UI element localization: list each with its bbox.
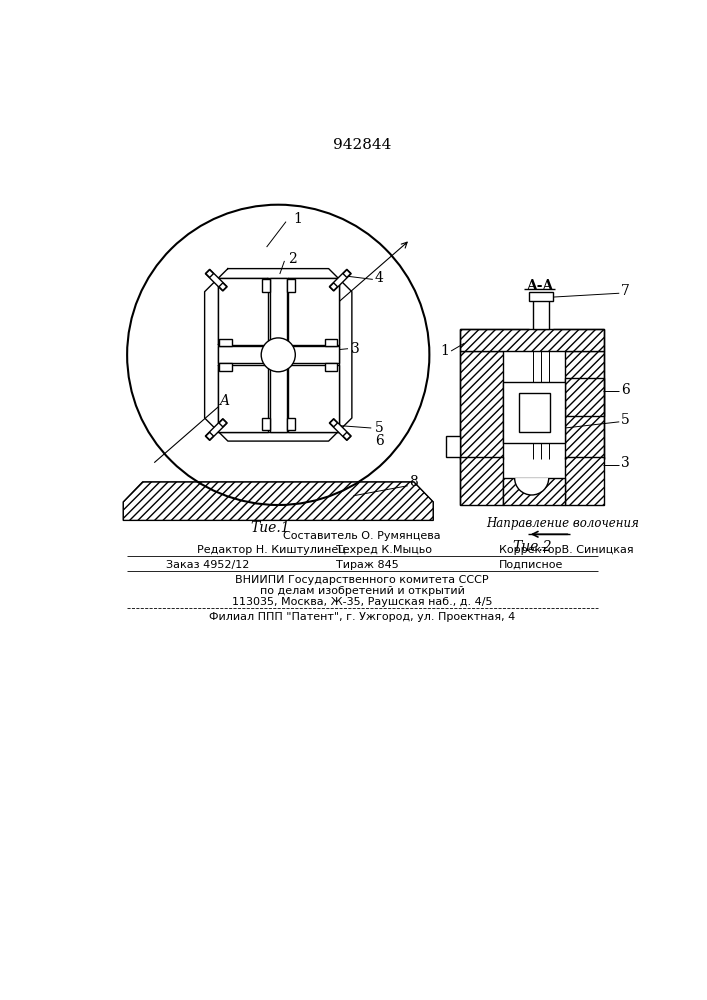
Text: Редактор Н. Киштулинец: Редактор Н. Киштулинец — [197, 545, 346, 555]
Polygon shape — [343, 432, 351, 440]
Bar — [503, 382, 565, 443]
Bar — [446, 436, 460, 457]
Text: A: A — [219, 394, 229, 408]
Text: Тираж 845: Тираж 845 — [337, 560, 399, 570]
Text: Заказ 4952/12: Заказ 4952/12 — [166, 560, 250, 570]
Bar — [518, 393, 549, 432]
Text: 8: 8 — [409, 475, 419, 489]
Text: 5: 5 — [375, 421, 383, 435]
Text: КорректорВ. Синицкая: КорректорВ. Синицкая — [499, 545, 633, 555]
Polygon shape — [329, 419, 351, 440]
Bar — [530, 292, 553, 301]
Text: 113035, Москва, Ж-35, Раушская наб., д. 4/5: 113035, Москва, Ж-35, Раушская наб., д. … — [232, 597, 492, 607]
Text: Τие.1: Τие.1 — [251, 521, 291, 535]
Bar — [565, 457, 604, 505]
Bar — [460, 351, 503, 459]
Bar — [565, 457, 604, 505]
Text: 3: 3 — [351, 342, 360, 356]
Polygon shape — [219, 419, 227, 427]
Bar — [262, 279, 270, 292]
Bar — [287, 279, 295, 292]
Bar — [218, 278, 268, 345]
Text: ВНИИПИ Государственного комитета СССР: ВНИИПИ Государственного комитета СССР — [235, 575, 489, 585]
Text: A-A: A-A — [526, 279, 553, 293]
Bar — [565, 378, 604, 416]
Bar — [460, 457, 503, 505]
Bar — [218, 278, 339, 432]
Text: по делам изобретений и открытий: по делам изобретений и открытий — [259, 586, 464, 596]
Wedge shape — [515, 478, 549, 495]
Bar — [565, 351, 604, 459]
Circle shape — [261, 338, 296, 372]
Bar — [288, 278, 339, 345]
Text: 6: 6 — [621, 382, 630, 396]
Bar — [325, 339, 337, 346]
Bar — [460, 329, 604, 351]
Polygon shape — [206, 270, 214, 277]
Bar — [218, 365, 268, 432]
Text: Составитель О. Румянцева: Составитель О. Румянцева — [283, 531, 440, 541]
Polygon shape — [205, 269, 227, 291]
Polygon shape — [329, 269, 351, 291]
Bar — [287, 418, 295, 430]
Text: Τие.2: Τие.2 — [512, 540, 551, 554]
Bar — [565, 378, 604, 416]
Polygon shape — [123, 482, 433, 520]
Text: 3: 3 — [621, 456, 630, 470]
Text: Направление волочения: Направление волочения — [486, 517, 639, 530]
Text: Подписное: Подписное — [499, 560, 563, 570]
Bar — [503, 478, 565, 505]
Text: 1: 1 — [293, 212, 302, 226]
Text: Филиал ППП "Патент", г. Ужгород, ул. Проектная, 4: Филиал ППП "Патент", г. Ужгород, ул. Про… — [209, 612, 515, 622]
Polygon shape — [219, 283, 227, 291]
Polygon shape — [343, 270, 351, 277]
Bar — [460, 329, 604, 351]
Bar — [216, 346, 232, 363]
Bar — [503, 478, 565, 505]
Bar — [262, 418, 270, 430]
Bar — [325, 363, 337, 371]
Polygon shape — [330, 283, 337, 291]
Bar — [270, 278, 287, 432]
Text: 5: 5 — [621, 413, 630, 427]
Bar — [218, 346, 339, 363]
Text: 942844: 942844 — [333, 138, 391, 152]
Text: 7: 7 — [621, 284, 630, 298]
Bar — [219, 339, 232, 346]
Bar — [288, 365, 339, 432]
Bar — [460, 351, 503, 459]
Polygon shape — [205, 419, 227, 440]
Text: 1: 1 — [440, 344, 450, 358]
Bar — [460, 457, 503, 505]
Polygon shape — [206, 432, 214, 440]
Text: 4: 4 — [375, 271, 383, 285]
Text: 6: 6 — [375, 434, 383, 448]
Polygon shape — [330, 419, 337, 427]
Bar — [565, 351, 604, 459]
Bar — [219, 363, 232, 371]
Bar — [533, 297, 549, 329]
Text: 2: 2 — [288, 252, 296, 266]
Text: Техред К.Мыцьо: Техред К.Мыцьо — [337, 545, 433, 555]
